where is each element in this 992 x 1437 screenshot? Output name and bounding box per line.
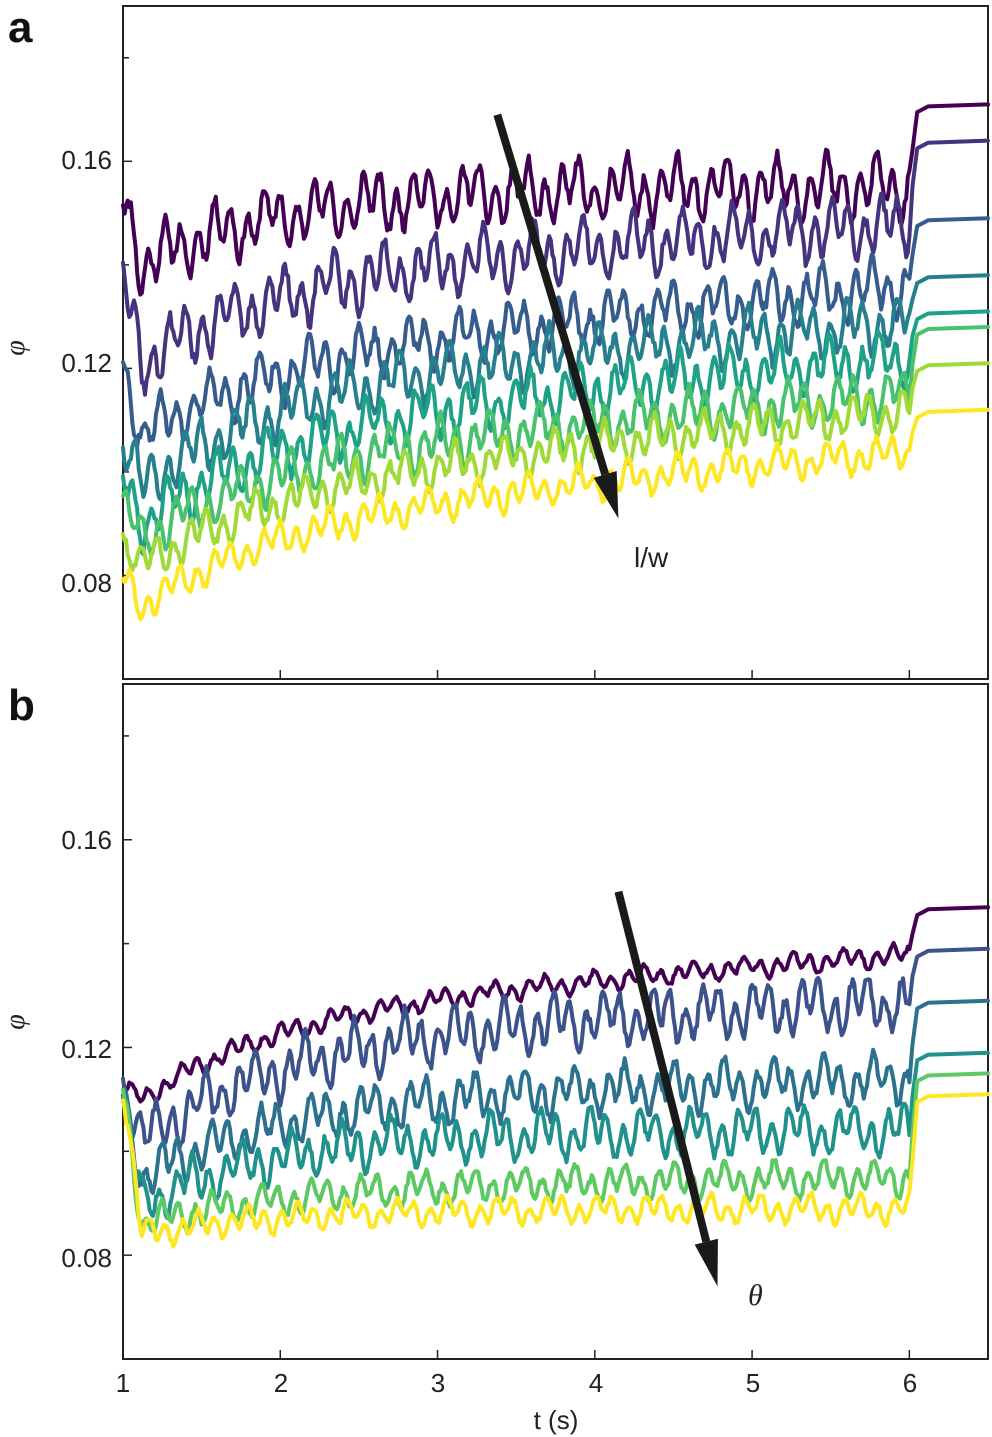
arrow-head xyxy=(593,471,619,519)
panel-a-series xyxy=(121,102,990,622)
panel-b: b φ 0.08 0.12 0.16 1 2 3 4 5 6 t (s) θ xyxy=(0,681,990,1435)
panel-b-frame xyxy=(122,683,989,1360)
series-line-6 xyxy=(121,1092,990,1249)
panel-b-arrow-label: θ xyxy=(748,1279,763,1312)
panel-a-arrow xyxy=(493,113,619,519)
series-line-2 xyxy=(121,138,990,397)
panel-b-xtick-label: 2 xyxy=(274,1368,288,1398)
panel-b-xlabel: t (s) xyxy=(534,1405,579,1435)
series-line-2 xyxy=(121,946,990,1150)
panel-b-xtick-label: 6 xyxy=(903,1368,917,1398)
panel-a: a φ 0.08 0.12 0.16 l/w xyxy=(0,3,990,680)
panel-b-xtick-label: 1 xyxy=(116,1368,130,1398)
series-line-4 xyxy=(121,273,990,502)
panel-a-letter: a xyxy=(8,3,33,52)
panel-b-arrow xyxy=(614,890,718,1287)
series-line-5 xyxy=(121,309,990,557)
series-line-7 xyxy=(121,361,990,572)
panel-b-ticks xyxy=(122,735,911,1359)
series-line-5 xyxy=(121,1071,990,1236)
arrow-head xyxy=(694,1238,718,1287)
panel-b-ytick-label: 0.12 xyxy=(61,1034,112,1064)
panel-b-xtick-label: 3 xyxy=(431,1368,445,1398)
panel-b-xtick-label: 4 xyxy=(589,1368,603,1398)
arrow-shaft xyxy=(614,890,711,1243)
panel-b-ylabel: φ xyxy=(0,1014,31,1030)
series-line-6 xyxy=(121,325,990,558)
arrow-shaft xyxy=(493,113,610,476)
panel-b-series xyxy=(121,905,990,1249)
panel-a-ytick-label: 0.16 xyxy=(61,145,112,175)
panel-a-arrow-label: l/w xyxy=(634,542,669,573)
panel-b-letter: b xyxy=(8,681,35,730)
panel-b-ytick-label: 0.08 xyxy=(61,1243,112,1273)
panel-a-ytick-label: 0.12 xyxy=(61,348,112,378)
panel-b-xtick-label: 5 xyxy=(746,1368,760,1398)
panel-a-frame xyxy=(122,5,989,680)
panel-a-ytick-label: 0.08 xyxy=(61,568,112,598)
series-line-8 xyxy=(121,407,990,622)
series-line-3 xyxy=(121,998,990,1195)
series-line-3 xyxy=(121,216,990,449)
panel-b-ytick-label: 0.16 xyxy=(61,825,112,855)
series-line-4 xyxy=(121,1050,990,1220)
panel-a-ylabel: φ xyxy=(0,340,31,356)
